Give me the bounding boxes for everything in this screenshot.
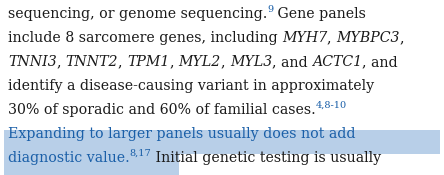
Text: MYL2: MYL2 <box>178 55 221 69</box>
Text: , and: , and <box>272 55 312 69</box>
Text: ,: , <box>327 31 337 45</box>
Text: MYH7: MYH7 <box>282 31 327 45</box>
Bar <box>4 130 440 154</box>
Text: diagnostic value.: diagnostic value. <box>8 151 130 165</box>
Text: ,: , <box>170 55 178 69</box>
Text: 4,8-10: 4,8-10 <box>316 101 347 110</box>
Text: identify a disease-causing variant in approximately: identify a disease-causing variant in ap… <box>8 79 374 93</box>
Text: ,: , <box>221 55 230 69</box>
Text: Gene panels: Gene panels <box>274 7 366 21</box>
Text: 30% of sporadic and 60% of familial cases.: 30% of sporadic and 60% of familial case… <box>8 103 316 117</box>
Text: , and: , and <box>362 55 398 69</box>
Text: MYBPC3: MYBPC3 <box>337 31 400 45</box>
Bar <box>4 154 179 175</box>
Text: ACTC1: ACTC1 <box>312 55 362 69</box>
Text: 8,17: 8,17 <box>130 149 151 158</box>
Text: TNNT2: TNNT2 <box>66 55 118 69</box>
Text: Initial genetic testing is usually: Initial genetic testing is usually <box>151 151 382 165</box>
Bar <box>4 154 179 175</box>
Bar <box>4 130 440 154</box>
Text: include 8 sarcomere genes, including: include 8 sarcomere genes, including <box>8 31 282 45</box>
Text: ,: , <box>400 31 404 45</box>
Text: Expanding to larger panels usually does not add: Expanding to larger panels usually does … <box>8 127 356 141</box>
Text: 9: 9 <box>267 5 274 14</box>
Text: ,: , <box>118 55 127 69</box>
Text: TNNI3: TNNI3 <box>8 55 57 69</box>
Text: MYL3: MYL3 <box>230 55 272 69</box>
Text: TPM1: TPM1 <box>127 55 170 69</box>
Text: sequencing, or genome sequencing.: sequencing, or genome sequencing. <box>8 7 267 21</box>
Text: ,: , <box>57 55 66 69</box>
